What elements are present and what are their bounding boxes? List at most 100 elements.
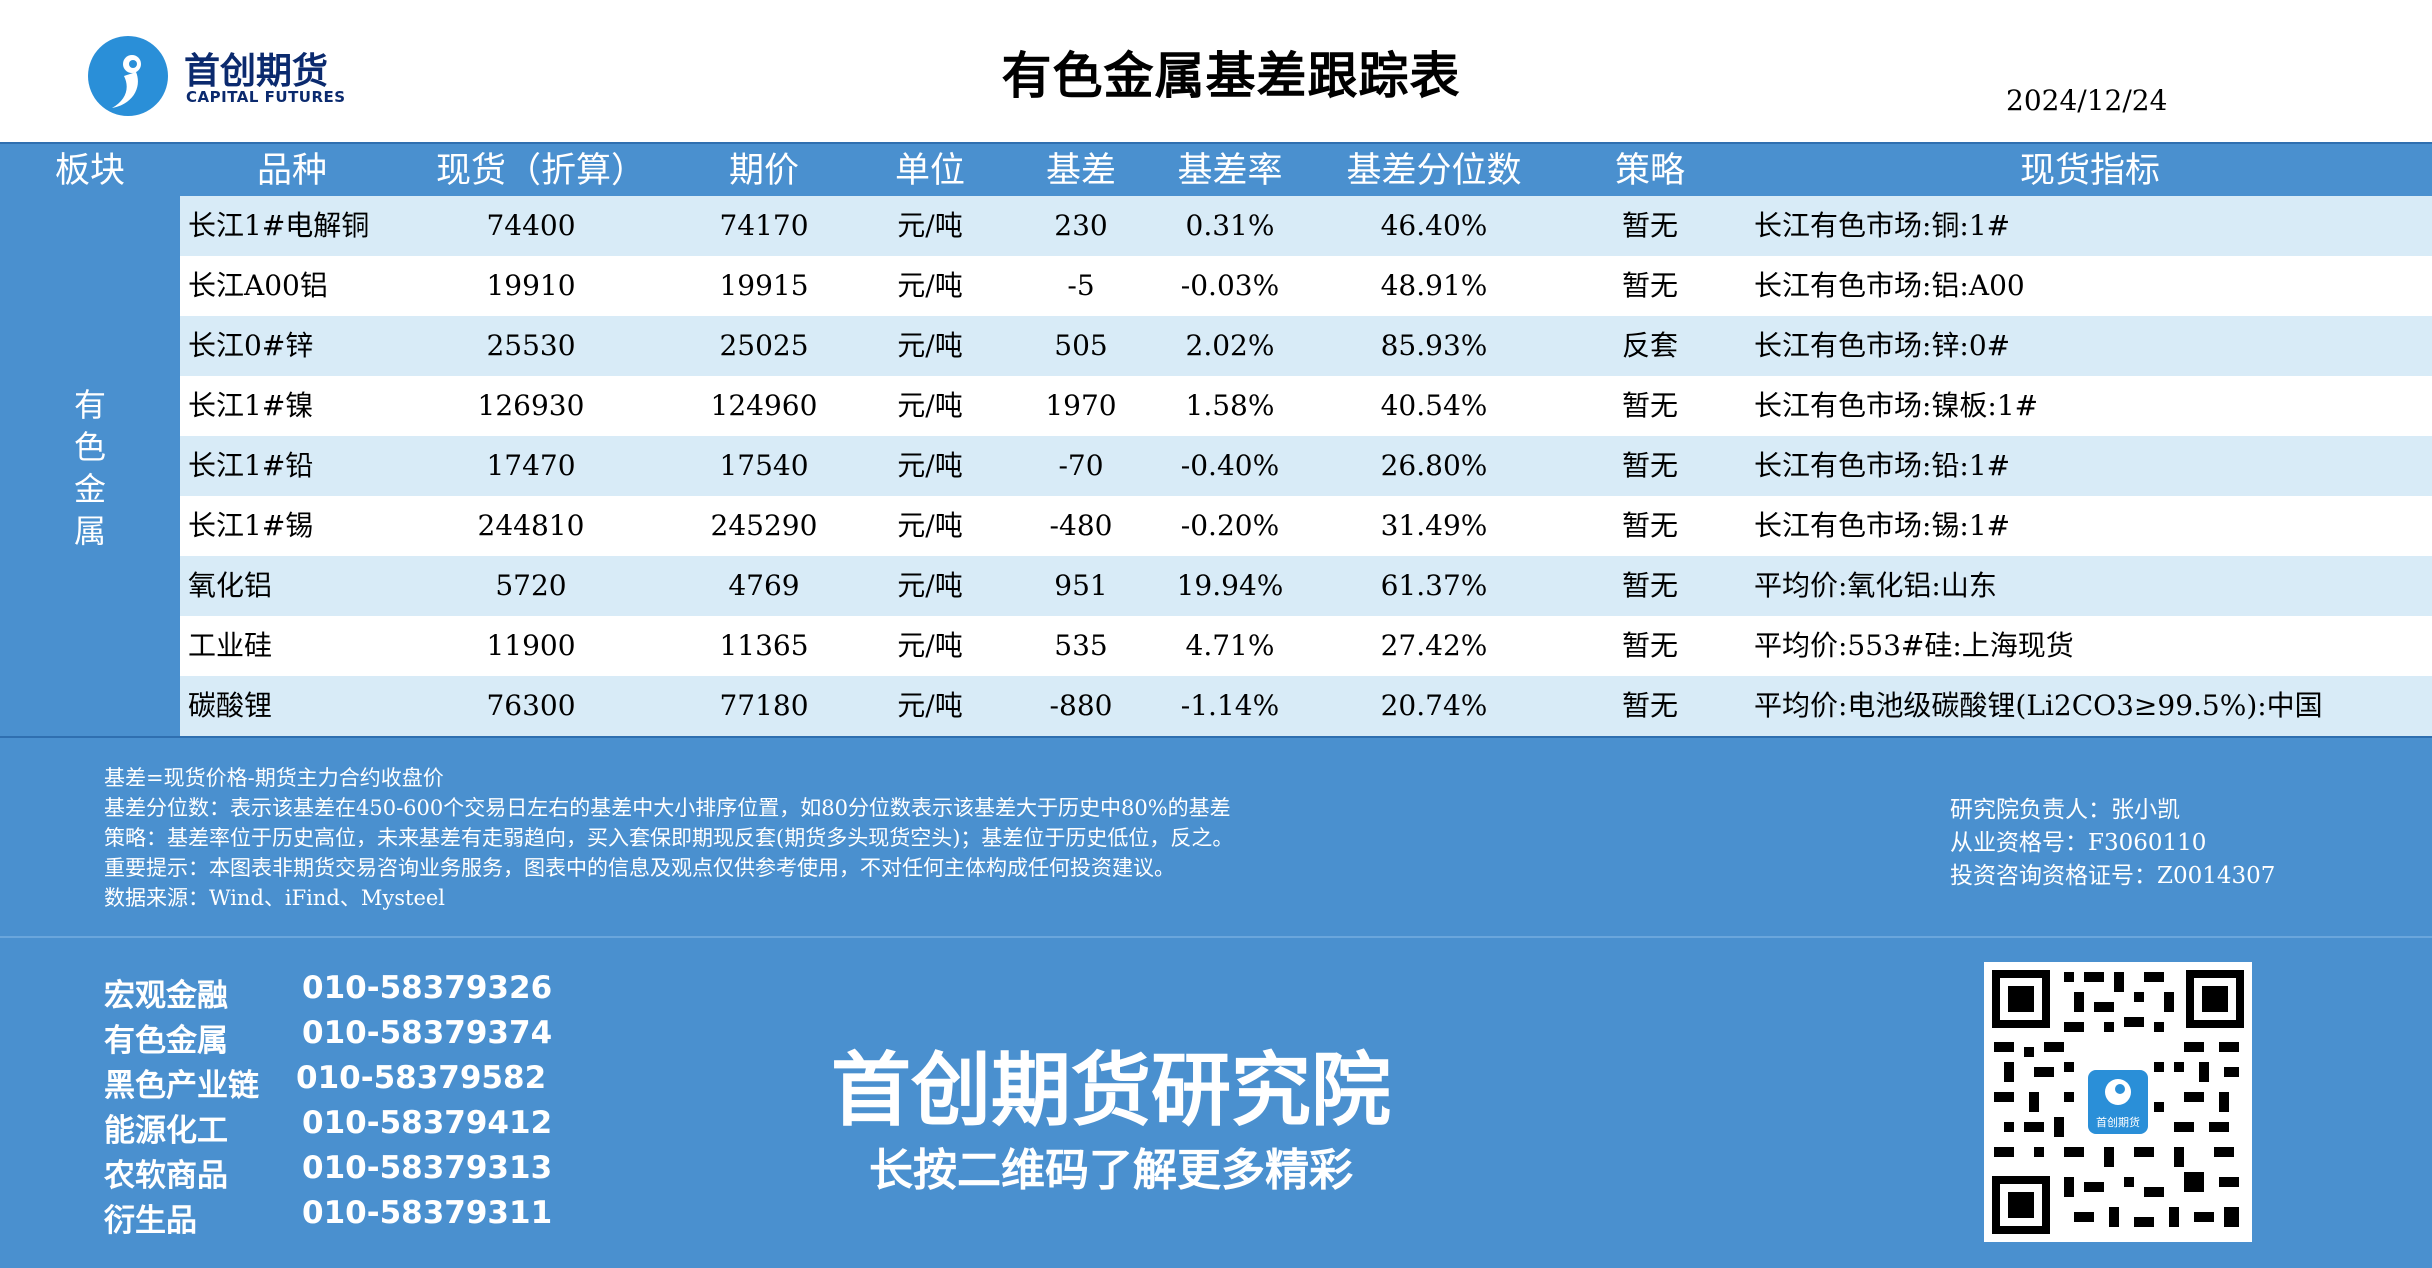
contact-label: 有色金属 [104,1023,228,1059]
note-disclaimer: 重要提示：本图表非期货交易咨询业务服务，图表中的信息及观点仅供参考使用，不对任何… [104,856,1175,880]
contact-label: 宏观金融 [104,978,228,1014]
contact-label: 能源化工 [104,1113,228,1149]
contact-phone: 010-58379374 [302,1015,553,1051]
column-header-spot-indicator: 现货指标 [2019,151,2160,191]
variety-name: 长江1#铅 [188,449,314,482]
basis-rate: 2.02% [1185,329,1275,362]
basis: -880 [1049,689,1113,722]
table-row: 长江1#铅 17470 17540 元/吨 -70 -0.40% 26.80% … [180,436,2432,496]
table-row: 氧化铝 5720 4769 元/吨 951 19.94% 61.37% 暂无 平… [180,556,2432,616]
futures-price: 17540 [719,449,809,482]
unit: 元/吨 [897,509,963,542]
strategy: 暂无 [1621,449,1678,482]
contact-phone: 010-58379326 [302,970,553,1006]
unit: 元/吨 [897,389,963,422]
futures-price: 4769 [728,569,800,602]
basis: 505 [1054,329,1108,362]
spot-indicator: 长江有色市场:铝:A00 [1754,269,2025,302]
notes-section: 基差=现货价格-期货主力合约收盘价 基差分位数：表示该基差在450-600个交易… [0,736,2432,936]
table-row: 长江1#电解铜 74400 74170 元/吨 230 0.31% 46.40%… [180,196,2432,256]
unit: 元/吨 [897,449,963,482]
note-percentile-definition: 基差分位数：表示该基差在450-600个交易日左右的基差中大小排序位置，如80分… [104,796,1231,820]
table-row: 长江1#锡 244810 245290 元/吨 -480 -0.20% 31.4… [180,496,2432,556]
basis-percentile: 85.93% [1380,329,1488,362]
column-header-percentile: 基差分位数 [1346,151,1522,191]
table-row: 长江0#锌 25530 25025 元/吨 505 2.02% 85.93% 反… [180,316,2432,376]
basis-percentile: 20.74% [1380,689,1488,722]
basis-percentile: 40.54% [1380,389,1488,422]
variety-name: 长江1#镍 [188,389,314,422]
company-logo: 首创期货 CAPITAL FUTURES [86,34,346,120]
basis: 951 [1054,569,1108,602]
futures-price: 19915 [719,269,809,302]
spot-price: 19910 [486,269,576,302]
basis: -5 [1067,269,1095,302]
contact-label: 黑色产业链 [104,1068,259,1104]
table-row: 长江A00铝 19910 19915 元/吨 -5 -0.03% 48.91% … [180,256,2432,316]
basis-rate: -0.40% [1180,449,1280,482]
variety-name: 长江A00铝 [188,269,328,302]
basis-percentile: 46.40% [1380,209,1488,242]
spot-price: 76300 [486,689,576,722]
basis: -480 [1049,509,1113,542]
advisory-certificate-number: 投资咨询资格证号：Z0014307 [1950,863,2276,889]
spot-price: 5720 [495,569,567,602]
column-header-basis: 基差 [1045,151,1116,191]
variety-name: 氧化铝 [188,569,273,602]
variety-name: 工业硅 [188,629,273,662]
qr-code-icon: 首创期货 [1984,962,2252,1242]
table-row: 碳酸锂 76300 77180 元/吨 -880 -1.14% 20.74% 暂… [180,676,2432,736]
research-head: 研究院负责人：张小凯 [1950,797,2180,823]
basis: 535 [1054,629,1108,662]
unit: 元/吨 [897,629,963,662]
futures-price: 25025 [719,329,809,362]
note-data-source: 数据来源：Wind、iFind、Mysteel [104,886,446,910]
spot-indicator: 平均价:氧化铝:山东 [1754,569,1997,602]
contact-phone: 010-58379412 [302,1105,553,1141]
variety-name: 长江0#锌 [188,329,314,362]
contact-phone: 010-58379313 [302,1150,553,1186]
table-body: 长江1#电解铜 74400 74170 元/吨 230 0.31% 46.40%… [180,196,2432,736]
logo-chinese-name: 首创期货 [184,51,329,92]
basis-percentile: 61.37% [1380,569,1488,602]
column-header-unit: 单位 [894,151,965,191]
basis-percentile: 27.42% [1380,629,1488,662]
basis-rate: 1.58% [1185,389,1275,422]
basis: -70 [1058,449,1104,482]
variety-name: 碳酸锂 [188,689,273,722]
strategy: 暂无 [1621,209,1678,242]
strategy: 反套 [1621,329,1678,362]
futures-price: 77180 [719,689,809,722]
qualification-number: 从业资格号：F3060110 [1950,830,2207,856]
basis-rate: -0.20% [1180,509,1280,542]
sector-cell: 有 色 金 属 [0,196,180,736]
table-row: 长江1#镍 126930 124960 元/吨 1970 1.58% 40.54… [180,376,2432,436]
basis-rate: 4.71% [1185,629,1275,662]
column-header-basis-rate: 基差率 [1177,151,1283,191]
unit: 元/吨 [897,329,963,362]
logo-icon [88,36,168,116]
column-header-variety: 品种 [256,151,327,191]
unit: 元/吨 [897,209,963,242]
futures-price: 74170 [719,209,809,242]
spot-price: 11900 [486,629,576,662]
spot-price: 25530 [486,329,576,362]
qr-code[interactable]: 首创期货 [1984,962,2252,1242]
spot-indicator: 长江有色市场:铅:1# [1754,449,2011,482]
unit: 元/吨 [897,689,963,722]
contact-label: 衍生品 [104,1203,197,1239]
unit: 元/吨 [897,569,963,602]
spot-indicator: 长江有色市场:锌:0# [1754,329,2011,362]
futures-price: 124960 [710,389,818,422]
table-header: 板块 品种 现货（折算） 期价 单位 基差 基差率 基差分位数 策略 现货指标 [0,142,2432,196]
basis-percentile: 31.49% [1380,509,1488,542]
strategy: 暂无 [1621,269,1678,302]
column-header-spot: 现货（折算） [435,151,646,191]
call-to-action: 长按二维码了解更多精彩 [869,1145,1353,1196]
spot-price: 126930 [477,389,585,422]
spot-indicator: 长江有色市场:锡:1# [1754,509,2011,542]
report-date: 2024/12/24 [2006,84,2168,117]
variety-name: 长江1#锡 [188,509,314,542]
strategy: 暂无 [1621,689,1678,722]
column-header-sector: 板块 [54,151,125,191]
